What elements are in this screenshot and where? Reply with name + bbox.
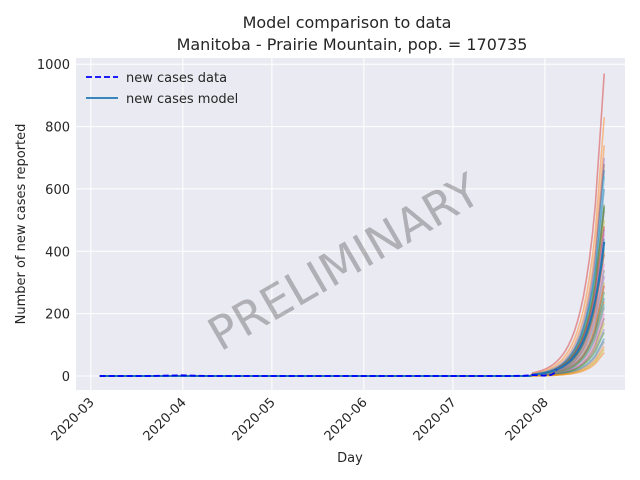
- y-tick-label: 1000: [37, 58, 70, 73]
- y-tick-label: 0: [62, 370, 70, 385]
- data-series-line: [99, 369, 558, 377]
- y-axis-label: Number of new cases reported: [14, 124, 29, 325]
- x-axis-label: Day: [337, 451, 363, 466]
- chart-subtitle: Manitoba - Prairie Mountain, pop. = 1707…: [177, 35, 528, 54]
- legend-model-label: new cases model: [126, 92, 238, 107]
- plot-background: [76, 58, 625, 390]
- y-tick-label: 600: [45, 183, 70, 198]
- chart-title: Model comparison to data: [243, 13, 452, 32]
- y-axis: 0 200 400 600 800 1000: [37, 58, 70, 385]
- legend: new cases data new cases model: [86, 71, 238, 107]
- y-tick-label: 400: [45, 245, 70, 260]
- x-tick-label: 2020-07: [411, 395, 460, 444]
- legend-data-label: new cases data: [126, 71, 227, 86]
- x-tick-label: 2020-05: [230, 395, 279, 444]
- x-tick-label: 2020-04: [141, 395, 190, 444]
- y-tick-label: 200: [45, 308, 70, 323]
- data-line: [99, 369, 558, 377]
- x-tick-label: 2020-03: [49, 395, 98, 444]
- x-tick-label: 2020-08: [503, 395, 552, 444]
- x-tick-label: 2020-06: [322, 395, 371, 444]
- y-tick-label: 800: [45, 121, 70, 136]
- x-axis: 2020-03 2020-04 2020-05 2020-06 2020-07 2020-…: [49, 395, 552, 444]
